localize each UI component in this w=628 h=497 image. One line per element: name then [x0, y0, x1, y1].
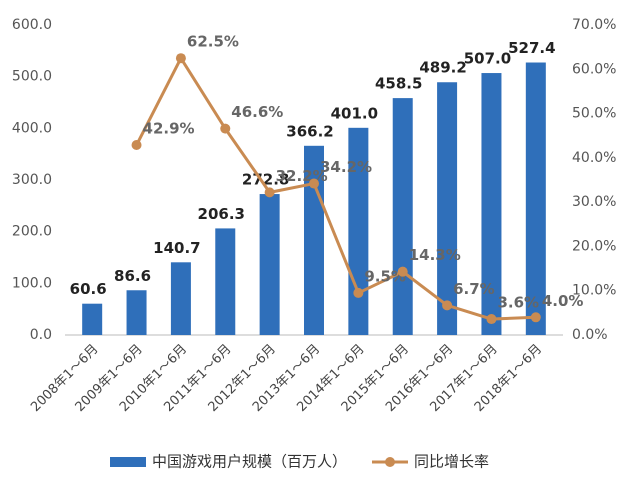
bar-value-label: 458.5: [375, 75, 422, 93]
legend-label: 中国游戏用户规模（百万人）: [152, 453, 347, 471]
line-point: [309, 178, 319, 189]
line-point: [175, 53, 186, 64]
line-value-label: 42.9%: [143, 120, 195, 138]
bar-value-label: 401.0: [331, 104, 378, 122]
y-tick-label: 400.0: [12, 120, 52, 136]
line-point: [131, 140, 142, 151]
y-tick-label: 300.0: [12, 172, 52, 188]
y2-tick-label: 0.0%: [572, 327, 608, 343]
y2-tick-label: 20.0%: [572, 238, 616, 254]
line-value-label: 6.7%: [453, 280, 495, 298]
bar: [82, 303, 103, 335]
line-value-label: 46.6%: [231, 103, 283, 121]
line-value-label: 62.5%: [187, 33, 239, 51]
y-tick-label: 100.0: [12, 275, 52, 291]
bar-value-label: 206.3: [198, 205, 245, 223]
bar-value-label: 527.4: [508, 39, 555, 57]
legend-label: 同比增长率: [414, 453, 489, 471]
line-point: [530, 312, 541, 323]
bar-value-label: 140.7: [153, 239, 200, 257]
y2-tick-label: 30.0%: [572, 194, 616, 210]
y2-tick-label: 40.0%: [572, 150, 616, 166]
bar-value-label: 507.0: [464, 50, 511, 68]
y2-tick-label: 50.0%: [572, 106, 616, 122]
bar-value-label: 86.6: [114, 267, 151, 285]
bar: [392, 98, 413, 335]
line-value-label: 14.3%: [409, 246, 461, 264]
line-value-label: 9.5%: [364, 267, 406, 285]
bar: [259, 194, 280, 335]
bar-value-label: 489.2: [419, 59, 466, 77]
line-point: [264, 187, 275, 198]
line-value-label: 3.6%: [497, 294, 539, 312]
bar: [170, 262, 191, 335]
bar: [126, 290, 147, 335]
line-value-label: 34.2%: [320, 158, 372, 176]
bar: [215, 228, 236, 335]
y-tick-label: 0.0: [30, 327, 52, 343]
bar: [481, 73, 502, 336]
line-point: [442, 300, 453, 311]
y-tick-label: 600.0: [12, 17, 52, 33]
line: [135, 55, 536, 321]
bar-value-label: 366.2: [286, 122, 333, 140]
legend-swatch: [110, 457, 146, 467]
y2-tick-label: 10.0%: [572, 283, 616, 299]
y-tick-label: 200.0: [12, 224, 52, 240]
y2-tick-label: 60.0%: [572, 61, 616, 77]
bar: [525, 62, 546, 335]
bar-value-label: 60.6: [70, 280, 107, 298]
y-tick-label: 500.0: [12, 69, 52, 85]
bar-value-label: 272.8: [242, 171, 289, 189]
line-point: [353, 287, 364, 298]
legend-swatch: [385, 457, 395, 467]
bar: [437, 82, 458, 335]
line-point: [220, 123, 231, 134]
line-point: [397, 266, 408, 277]
line-value-label: 4.0%: [542, 292, 584, 310]
line-point: [486, 314, 497, 325]
y2-tick-label: 70.0%: [572, 17, 616, 33]
